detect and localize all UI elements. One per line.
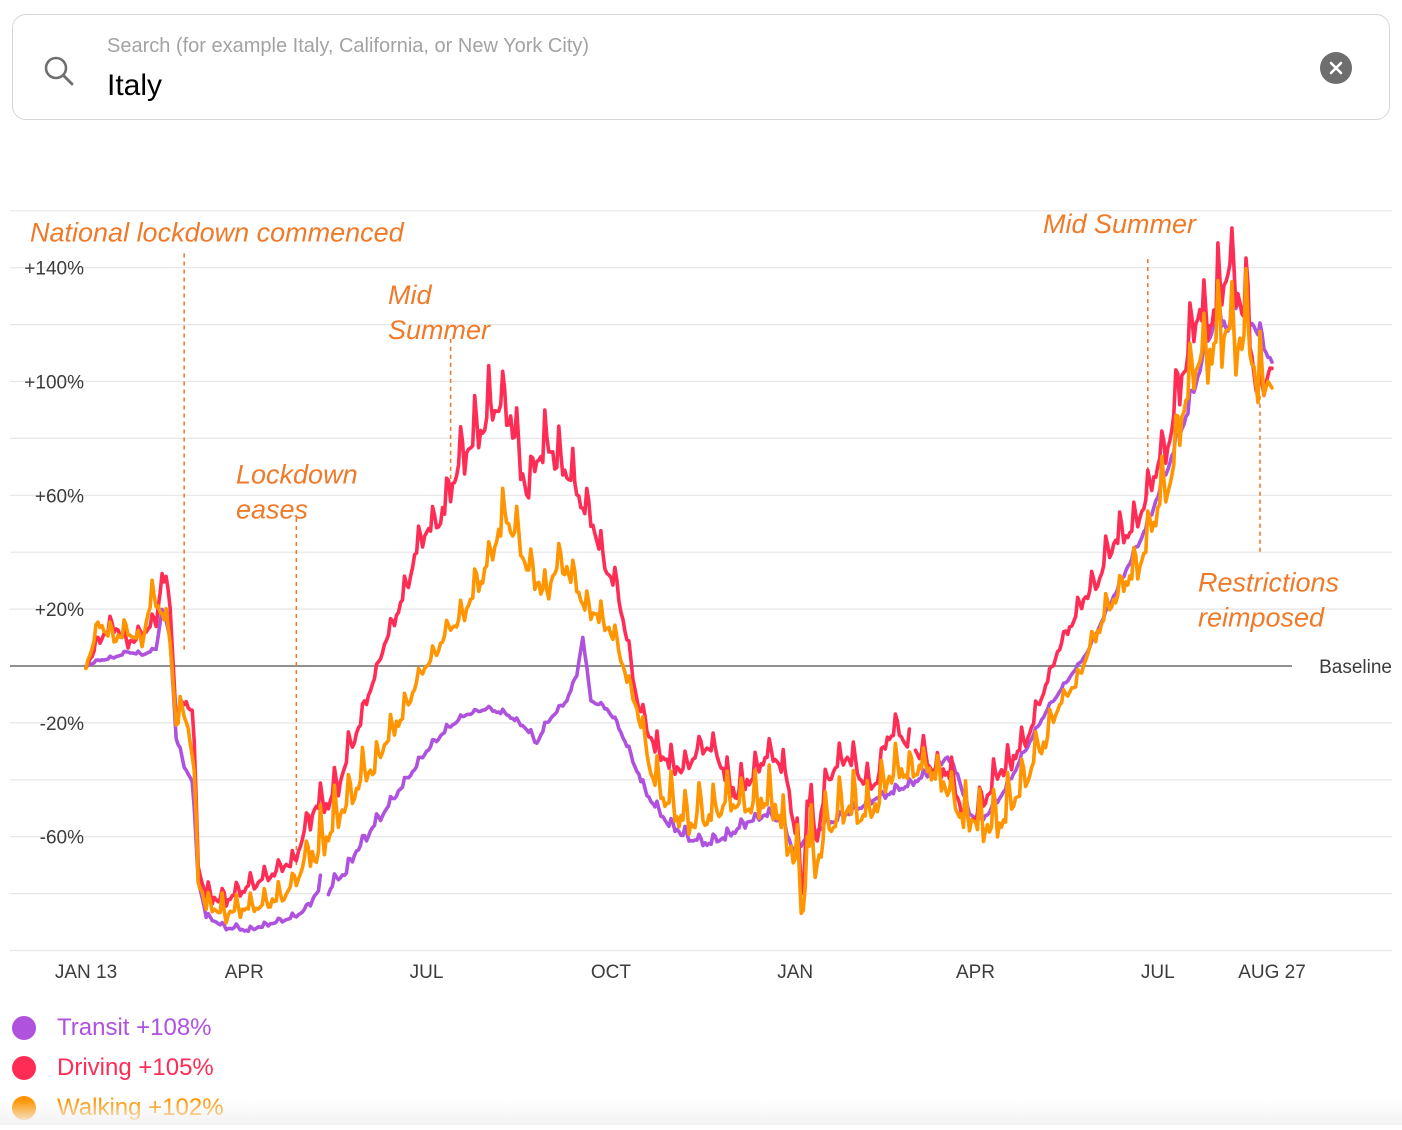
annotation-label: Mid — [388, 280, 432, 310]
annotation-label: eases — [236, 494, 308, 524]
y-tick-label: +100% — [24, 373, 84, 394]
legend-label-driving: Driving +105% — [57, 1054, 214, 1081]
x-tick-label: AUG 27 — [1238, 962, 1306, 983]
y-tick-label: +140% — [24, 259, 84, 280]
legend-label-transit: Transit +108% — [57, 1014, 212, 1041]
annotation-label: National lockdown commenced — [30, 218, 405, 248]
x-tick-label: JAN — [777, 962, 813, 983]
search-input[interactable]: Italy — [107, 69, 163, 102]
x-tick-label: OCT — [591, 962, 632, 983]
y-tick-label: +60% — [35, 486, 84, 507]
series-line-walking — [84, 267, 1274, 925]
clear-search-button[interactable] — [1320, 52, 1352, 84]
annotation-label: Mid Summer — [1043, 209, 1197, 239]
y-tick-label: +20% — [35, 600, 84, 621]
clear-icon — [1329, 61, 1343, 75]
y-tick-label: -20% — [40, 714, 84, 735]
search-placeholder: Search (for example Italy, California, o… — [107, 35, 590, 57]
y-tick-label: -60% — [40, 828, 84, 849]
x-tick-label: APR — [956, 962, 995, 983]
annotation-label: Restrictions — [1198, 567, 1339, 597]
search-box[interactable]: Search (for example Italy, California, o… — [12, 14, 1390, 120]
legend-dot-driving — [12, 1056, 36, 1080]
x-tick-label: JUL — [410, 962, 444, 983]
legend-dot-transit — [12, 1016, 36, 1040]
x-tick-label: JAN 13 — [55, 962, 117, 983]
series-line-driving — [84, 226, 1274, 908]
annotation-label: Summer — [388, 315, 491, 345]
annotation-label: Lockdown — [236, 459, 358, 489]
bottom-fade — [0, 1100, 1402, 1125]
search-icon — [41, 53, 77, 89]
baseline-label: Baseline — [1319, 657, 1392, 678]
x-tick-label: APR — [225, 962, 264, 983]
x-tick-label: JUL — [1141, 962, 1175, 983]
mobility-chart: Baseline +140% +100% +60% +20% -20% -60% JAN 13… — [10, 209, 1392, 983]
annotation-label: reimposed — [1198, 602, 1325, 632]
